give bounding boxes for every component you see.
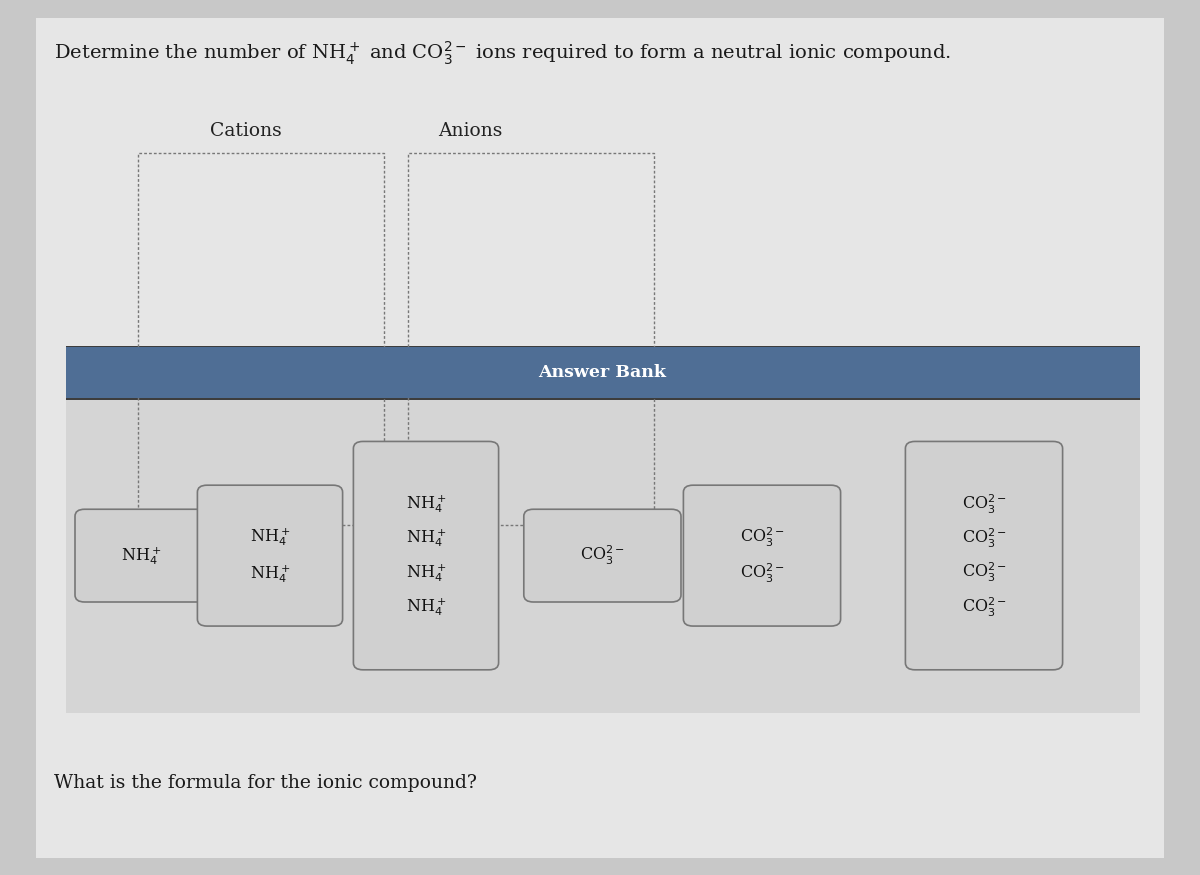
Text: Anions: Anions: [438, 122, 503, 140]
FancyBboxPatch shape: [74, 509, 209, 602]
Text: NH$_4^+$: NH$_4^+$: [250, 527, 290, 549]
FancyBboxPatch shape: [353, 441, 499, 670]
Text: Answer Bank: Answer Bank: [539, 364, 666, 382]
Text: NH$_4^+$: NH$_4^+$: [406, 596, 446, 618]
Bar: [138, 153, 384, 525]
Bar: [66, 346, 1140, 713]
FancyBboxPatch shape: [197, 485, 343, 626]
Text: CO$_3^{2-}$: CO$_3^{2-}$: [961, 596, 1007, 619]
Text: CO$_3^{2-}$: CO$_3^{2-}$: [580, 544, 625, 567]
Bar: [66, 400, 1140, 713]
Text: CO$_3^{2-}$: CO$_3^{2-}$: [961, 493, 1007, 515]
Text: CO$_3^{2-}$: CO$_3^{2-}$: [739, 563, 785, 585]
Text: CO$_3^{2-}$: CO$_3^{2-}$: [961, 527, 1007, 550]
Text: Determine the number of NH$_4^+$ and CO$_3^{2-}$ ions required to form a neutral: Determine the number of NH$_4^+$ and CO$…: [54, 39, 952, 66]
Text: CO$_3^{2-}$: CO$_3^{2-}$: [961, 561, 1007, 584]
Text: NH$_4^+$: NH$_4^+$: [406, 493, 446, 515]
Text: NH$_4^+$: NH$_4^+$: [406, 528, 446, 550]
Text: NH$_4^+$: NH$_4^+$: [406, 562, 446, 584]
Text: NH$_4^+$: NH$_4^+$: [250, 563, 290, 584]
FancyBboxPatch shape: [684, 485, 840, 626]
Text: What is the formula for the ionic compound?: What is the formula for the ionic compou…: [54, 774, 476, 792]
Bar: [408, 153, 654, 525]
Bar: [66, 347, 1140, 398]
Text: Cations: Cations: [210, 122, 282, 140]
FancyBboxPatch shape: [906, 441, 1063, 670]
Text: CO$_3^{2-}$: CO$_3^{2-}$: [739, 526, 785, 549]
Text: NH$_4^+$: NH$_4^+$: [121, 545, 162, 566]
FancyBboxPatch shape: [523, 509, 682, 602]
